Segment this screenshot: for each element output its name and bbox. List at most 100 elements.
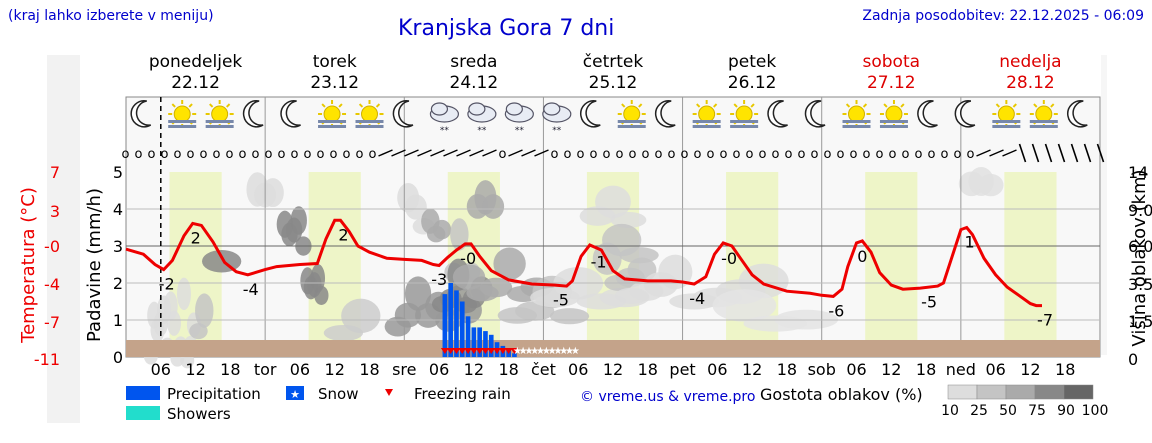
wind-calm-mark: o	[863, 147, 871, 162]
right-margin-panel	[1101, 55, 1107, 355]
moon-icon	[242, 100, 264, 128]
temperature-label: -0	[460, 249, 476, 268]
precip-bar	[471, 327, 477, 357]
wind-barb	[1057, 143, 1066, 163]
day-name: sreda	[450, 52, 498, 72]
wind-calm-mark: o	[707, 147, 715, 162]
snow-icon: **	[504, 102, 534, 136]
left-margin-panel	[47, 55, 80, 423]
x-tick-label: 06	[985, 360, 1005, 379]
wind-barb	[391, 149, 406, 157]
wind-calm-mark: o	[200, 147, 208, 162]
precip-bar	[465, 316, 471, 357]
wind-calm-mark: o	[876, 147, 884, 162]
cloud-scale-label: 10	[941, 403, 959, 419]
wind-calm-mark: o	[694, 147, 702, 162]
wind-calm-mark: o	[798, 147, 806, 162]
page-title: Kranjska Gora 7 dni	[398, 16, 615, 41]
cloud-scale-swatch	[976, 384, 1007, 400]
wind-calm-mark: o	[252, 147, 260, 162]
temperature-label: -7	[1037, 311, 1053, 330]
x-tick-label: 18	[1055, 360, 1075, 379]
wind-calm-mark: o	[720, 147, 728, 162]
legend-freezing-rain-label: Freezing rain	[414, 385, 511, 403]
cloud-patch	[619, 247, 659, 264]
wind-calm-mark: o	[291, 147, 299, 162]
wind-barb	[482, 149, 497, 157]
freezing-rain-mark	[452, 348, 461, 354]
wind-calm-mark: o	[967, 147, 975, 162]
last-updated: Zadnja posodobitev: 22.12.2025 - 06:09	[862, 8, 1144, 24]
precip-tick-label: 1	[113, 311, 123, 330]
temperature-label: -0	[721, 249, 737, 268]
cloud-scale-swatch	[947, 384, 978, 400]
wind-calm-mark: o	[928, 147, 936, 162]
x-tick-label: 06	[151, 360, 171, 379]
sun-icon	[318, 100, 347, 128]
moon-icon	[804, 100, 826, 128]
wind-calm-mark: o	[317, 147, 325, 162]
cloud-height-tick-label: 0	[1128, 350, 1138, 369]
cloud-patch	[202, 250, 242, 273]
freezing-rain-mark	[510, 348, 519, 354]
cloud-scale-label: 100	[1082, 403, 1109, 419]
snow-mark: ★	[542, 346, 551, 357]
daylight-band	[865, 172, 918, 357]
wind-calm-mark: o	[239, 147, 247, 162]
precip-tick-label: 4	[113, 200, 123, 219]
x-tick-label: 12	[603, 360, 623, 379]
moon-icon	[767, 100, 788, 128]
x-tick-label: 12	[325, 360, 345, 379]
wind-calm-mark: o	[226, 147, 234, 162]
freezing-rain-mark	[464, 348, 473, 354]
cloud-patch	[195, 293, 214, 328]
cloud-scale-label: 50	[999, 403, 1017, 419]
snow-icon: **	[542, 102, 572, 136]
freezing-rain-mark	[446, 348, 455, 354]
snow-mark: ★	[548, 346, 557, 357]
svg-text:**: **	[515, 126, 525, 136]
temperature-tick-label: 3	[50, 202, 60, 221]
wind-barb	[534, 149, 549, 157]
wind-calm-mark: o	[616, 147, 624, 162]
moon-icon	[280, 100, 301, 128]
cloud-scale-swatch	[1034, 384, 1065, 400]
wind-calm-mark: o	[499, 147, 507, 162]
cloud-scale-label: 25	[970, 403, 988, 419]
wind-calm-mark: o	[902, 147, 910, 162]
moon-icon	[130, 100, 152, 128]
cloud-patch	[595, 185, 631, 219]
cloud-patch	[261, 178, 284, 208]
wind-calm-mark: o	[577, 147, 585, 162]
legend-showers-swatch	[126, 406, 160, 420]
cloud-patch	[450, 218, 469, 251]
temperature-label: 2	[191, 228, 201, 247]
sun-icon	[205, 100, 234, 128]
snow-mark: ★	[571, 346, 580, 357]
wind-calm-mark: o	[148, 147, 156, 162]
wind-calm-mark: o	[642, 147, 650, 162]
wind-calm-mark: o	[330, 147, 338, 162]
wind-calm-mark: o	[668, 147, 676, 162]
precip-tick-label: 5	[113, 163, 123, 182]
wind-calm-mark: o	[590, 147, 598, 162]
x-tick-label: 12	[881, 360, 901, 379]
snow-mark: ★	[536, 346, 545, 357]
cloud-height-tick-label: 9.0	[1128, 201, 1152, 220]
legend-precip-label: Precipitation	[167, 385, 261, 403]
cloud-patch	[404, 194, 427, 220]
wind-calm-mark: o	[161, 147, 169, 162]
moon-icon	[580, 100, 601, 128]
temperature-label: 0	[857, 247, 867, 266]
cloud-density-title: Gostota oblakov (%)	[760, 385, 923, 404]
wind-calm-mark: o	[850, 147, 858, 162]
precip-tick-label: 2	[113, 274, 123, 293]
temperature-axis-title: Temperatura (°C)	[18, 187, 39, 344]
x-tick-label: 18	[498, 360, 518, 379]
wind-barb	[378, 149, 393, 157]
freezing-rain-mark	[440, 348, 449, 354]
freezing-rain-mark	[504, 348, 513, 354]
svg-text:**: **	[477, 126, 487, 136]
freezing-rain-icon	[385, 389, 393, 396]
